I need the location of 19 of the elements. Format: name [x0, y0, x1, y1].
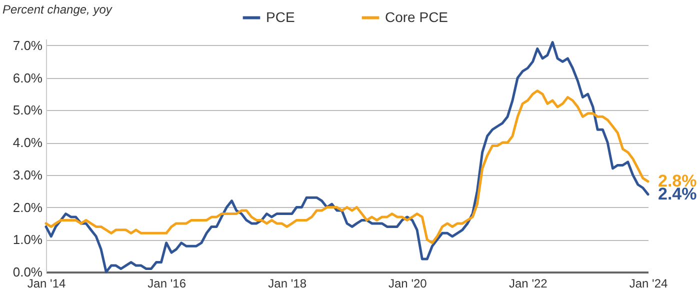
legend-label: Core PCE	[385, 8, 448, 25]
y-tick-label: 0.0%	[12, 264, 43, 280]
y-tick-label: 4.0%	[12, 135, 43, 150]
y-tick-label: 5.0%	[12, 102, 43, 118]
y-tick-label: 2.0%	[12, 200, 43, 215]
x-tick-label: Jan '14	[27, 276, 66, 290]
line-series	[44, 40, 650, 274]
y-axis-title: Percent change, yoy	[2, 2, 113, 16]
line-series	[44, 90, 650, 244]
x-tick-label: Jan '24	[629, 276, 668, 290]
y-tick-label: 6.0%	[12, 70, 43, 86]
x-tick-label: Jan '22	[509, 276, 548, 290]
y-tick-label: 1.0%	[12, 232, 43, 248]
x-tick-label: Jan '20	[388, 276, 428, 290]
y-tick-label: 3.0%	[12, 167, 43, 182]
y-tick-label: 7.0%	[12, 38, 43, 53]
legend-label: PCE	[266, 8, 295, 25]
x-tick-label: Jan '16	[148, 276, 186, 290]
x-tick-label: Jan '18	[268, 276, 307, 290]
